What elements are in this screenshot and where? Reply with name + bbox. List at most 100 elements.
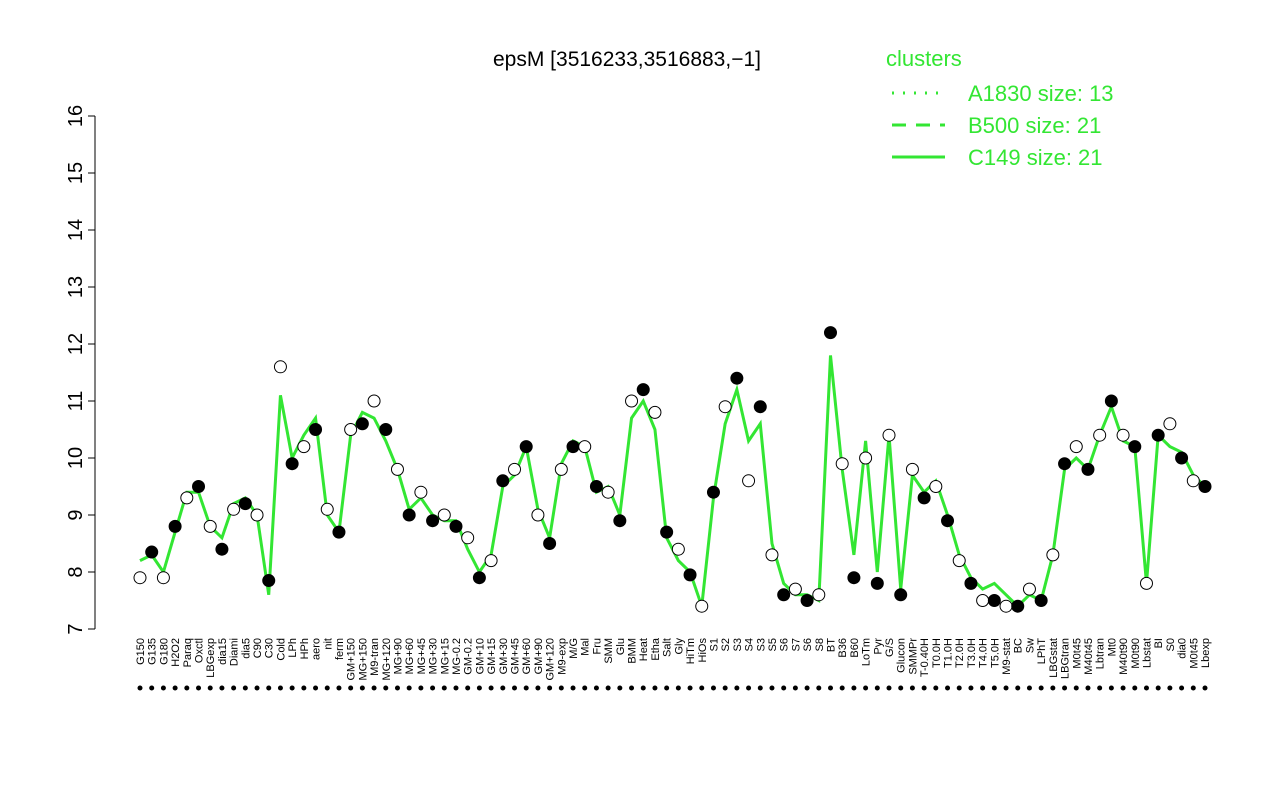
x-tick-label: Fru: [591, 638, 603, 655]
data-point: [1058, 457, 1072, 471]
data-point: [461, 531, 475, 545]
data-point: [765, 548, 779, 562]
tick-dot: [1026, 685, 1032, 691]
data-point: [472, 571, 486, 585]
x-tick-label: GM+90: [533, 638, 545, 674]
data-point: [941, 514, 955, 528]
tick-dot: [570, 685, 576, 691]
data-point: [706, 485, 720, 499]
tick-dot: [523, 685, 529, 691]
tick-dot: [1167, 685, 1173, 691]
tick-dot: [207, 685, 213, 691]
tick-dot: [406, 685, 412, 691]
x-tick-label: LPhT: [1036, 638, 1048, 665]
tick-dot: [921, 685, 927, 691]
data-point: [320, 502, 334, 516]
y-tick-label: 13: [65, 276, 87, 298]
tick-dot: [746, 685, 752, 691]
x-tick-label: S2: [720, 638, 732, 651]
legend-label: C149 size: 21: [968, 145, 1103, 170]
tick-dot: [1108, 685, 1114, 691]
tick-dot: [757, 685, 763, 691]
x-tick-label: M0t90: [1130, 638, 1142, 669]
data-point: [496, 474, 510, 488]
tick-dot: [781, 685, 787, 691]
tick-dot: [734, 685, 740, 691]
tick-dot: [1003, 685, 1009, 691]
x-tick-label: Etha: [650, 637, 662, 661]
cluster-line: [139, 355, 1207, 609]
x-tick-label: S3: [732, 638, 744, 651]
tick-dot: [933, 685, 939, 691]
data-point: [683, 568, 697, 582]
data-point: [414, 485, 428, 499]
y-tick-label: 7: [65, 623, 87, 634]
tick-dot: [1155, 685, 1161, 691]
tick-dot: [418, 685, 424, 691]
x-tick-label: dia5: [240, 638, 252, 659]
x-tick-label: SMM: [603, 638, 615, 664]
data-point: [636, 383, 650, 397]
legend-label: B500 size: 21: [968, 113, 1101, 138]
data-point: [390, 462, 404, 476]
data-point: [519, 440, 533, 454]
data-point: [1163, 417, 1177, 431]
data-point: [882, 428, 896, 442]
tick-dot: [231, 685, 237, 691]
x-tick-label: dia0: [1177, 638, 1189, 659]
tick-dot: [652, 685, 658, 691]
tick-dot: [219, 685, 225, 691]
data-point: [788, 582, 802, 596]
data-point: [531, 508, 545, 522]
data-point: [262, 574, 276, 588]
x-tick-label: B60: [849, 638, 861, 658]
data-point: [999, 599, 1013, 613]
x-tick-label: S4: [744, 638, 756, 651]
x-tick-label: MG+45: [416, 638, 428, 674]
tick-dot: [149, 685, 155, 691]
tick-dot: [476, 685, 482, 691]
x-tick-label: LPh: [287, 638, 299, 658]
x-tick-label: Lbtran: [1095, 638, 1107, 669]
x-tick-label: S5: [767, 638, 779, 651]
data-point: [1011, 599, 1025, 613]
x-tick-label: GM+120: [545, 638, 557, 681]
tick-dot: [254, 685, 260, 691]
data-point: [273, 360, 287, 374]
data-point: [1046, 548, 1060, 562]
tick-dot: [430, 685, 436, 691]
tick-dot: [465, 685, 471, 691]
data-point: [332, 525, 346, 539]
data-point: [1116, 428, 1130, 442]
x-tick-label: MG+60: [404, 638, 416, 674]
chart-title: epsM [3516233,3516883,−1]: [493, 48, 761, 71]
tick-dot: [160, 685, 166, 691]
data-point: [905, 462, 919, 476]
data-point: [297, 440, 311, 454]
tick-dot: [184, 685, 190, 691]
tick-dot: [827, 685, 833, 691]
x-tick-label: T-0.40H: [919, 638, 931, 677]
x-tick-label: LBGexp: [205, 638, 217, 678]
x-tick-label: G180: [158, 638, 170, 665]
x-tick-label: C30: [264, 638, 276, 658]
tick-dot: [313, 685, 319, 691]
data-point: [355, 417, 369, 431]
legend-label: A1830 size: 13: [968, 81, 1114, 106]
data-point: [589, 480, 603, 493]
x-tick-label: B36: [837, 638, 849, 658]
x-tick-label: C90: [252, 638, 264, 658]
data-point: [987, 594, 1001, 607]
tick-dot: [1073, 685, 1079, 691]
tick-dot: [792, 685, 798, 691]
x-tick-label: T2.0H: [954, 638, 966, 668]
x-tick-label: M0t45: [1071, 638, 1083, 669]
tick-dot: [722, 685, 728, 691]
x-tick-label: S1: [708, 638, 720, 651]
data-point: [753, 400, 767, 414]
x-tick-label: GM+15: [486, 638, 498, 674]
x-tick-label: MG+90: [392, 638, 404, 674]
tick-dot: [769, 685, 775, 691]
x-tick-label: Lbexp: [1200, 638, 1212, 668]
